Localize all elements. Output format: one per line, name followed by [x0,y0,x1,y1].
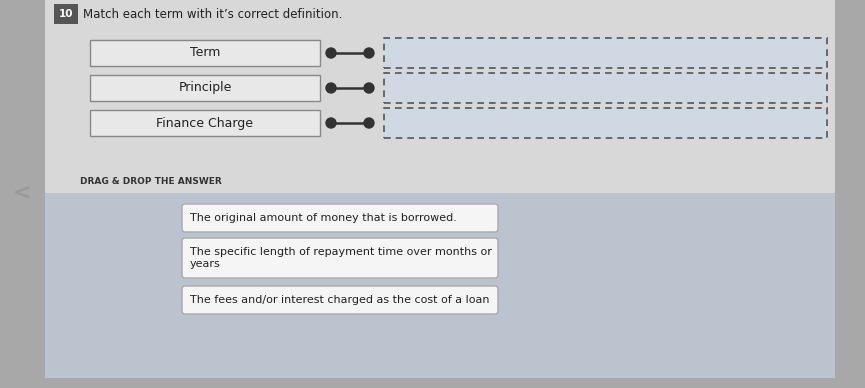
Circle shape [326,48,336,58]
FancyBboxPatch shape [90,40,320,66]
Text: <: < [13,184,31,204]
Circle shape [326,83,336,93]
Text: Match each term with it’s correct definition.: Match each term with it’s correct defini… [83,7,343,21]
Text: Principle: Principle [178,81,232,95]
Circle shape [364,118,374,128]
FancyBboxPatch shape [384,38,827,68]
Circle shape [326,118,336,128]
FancyBboxPatch shape [45,193,835,378]
Text: Finance Charge: Finance Charge [157,116,253,130]
Text: The specific length of repayment time over months or
years: The specific length of repayment time ov… [190,247,492,269]
Text: The fees and/or interest charged as the cost of a loan: The fees and/or interest charged as the … [190,295,490,305]
Text: Term: Term [189,47,221,59]
Circle shape [364,83,374,93]
FancyBboxPatch shape [182,204,498,232]
FancyBboxPatch shape [90,75,320,101]
FancyBboxPatch shape [45,0,835,193]
Circle shape [364,48,374,58]
FancyBboxPatch shape [54,4,78,24]
FancyBboxPatch shape [182,238,498,278]
FancyBboxPatch shape [384,73,827,103]
Text: 10: 10 [59,9,74,19]
FancyBboxPatch shape [182,286,498,314]
FancyBboxPatch shape [384,108,827,138]
Text: The original amount of money that is borrowed.: The original amount of money that is bor… [190,213,457,223]
Text: DRAG & DROP THE ANSWER: DRAG & DROP THE ANSWER [80,177,221,185]
FancyBboxPatch shape [90,110,320,136]
